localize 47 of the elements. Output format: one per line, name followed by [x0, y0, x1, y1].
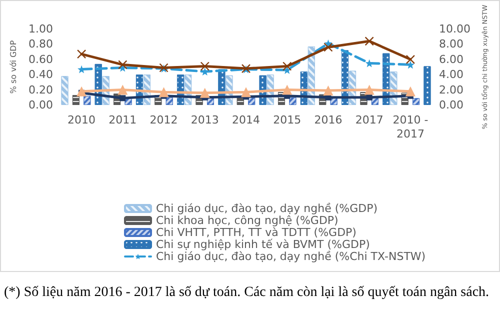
point — [76, 86, 87, 96]
y-tick-label: 1.00 — [28, 22, 53, 36]
point — [282, 62, 292, 71]
point — [282, 84, 292, 95]
point — [364, 36, 374, 46]
point — [364, 84, 374, 95]
x-tick-label: 2012 — [150, 114, 178, 126]
x-tick-label: 2016 — [314, 114, 342, 126]
x-tick-label: 2014 — [232, 114, 260, 126]
point — [323, 86, 334, 96]
x-tick-label: 2010 - 2017 — [392, 114, 428, 140]
legend-label: Chi giáo dục, đào tạo, dạy nghề (%GDP) — [156, 202, 378, 215]
point — [324, 42, 333, 52]
point — [76, 49, 86, 59]
legend-label: Chi giáo dục, đào tạo, dạy nghề (%Chi TX-NSTW) — [156, 250, 426, 263]
x-tick-label: 2017 — [355, 114, 384, 126]
point — [366, 94, 372, 100]
point — [118, 60, 128, 70]
y2-tick-label: 10.00 — [439, 22, 470, 36]
y-tick-label: 0.00 — [28, 98, 53, 112]
y-tick-label: 0.40 — [28, 68, 53, 82]
text: (*) Số liệu năm 2016 - 2017 là số dự toán. Các năm còn lại là số quyết toán ngân sách. — [4, 284, 490, 302]
point — [200, 62, 210, 71]
y-tick-label: 0.60 — [28, 52, 53, 66]
x-tick-label: 2010 — [68, 114, 96, 126]
x-tick-label: 2015 — [273, 114, 302, 126]
y2-tick-label: 2.00 — [439, 83, 464, 96]
y2-tick-label: 4.00 — [439, 68, 464, 82]
point — [120, 95, 126, 102]
point — [241, 87, 251, 98]
x-tick-label: 2011 — [108, 114, 137, 126]
point — [158, 87, 169, 98]
y2-tick-label: 8.00 — [439, 38, 464, 51]
y2-tick-label: 0.00 — [439, 98, 464, 112]
x-tick-label: 2013 — [190, 114, 219, 126]
y2-tick-label: 6.00 — [439, 52, 464, 66]
legend-label: Chi khoa học, công nghệ (%GDP) — [156, 214, 338, 227]
point — [406, 54, 416, 64]
y-tick-label: 0.20 — [28, 83, 53, 96]
point — [200, 88, 210, 98]
point — [405, 86, 416, 96]
y-tick-label: 0.80 — [28, 38, 53, 51]
point — [118, 84, 128, 95]
point — [365, 59, 374, 68]
legend-label: Chi sự nghiệp kinh tế và BVMT (%GDP) — [156, 238, 370, 251]
y-axis-title: % so với GDP — [9, 40, 18, 94]
legend-label: Chi VHTT, PTTH, TT và TDTT (%GDP) — [156, 226, 356, 239]
